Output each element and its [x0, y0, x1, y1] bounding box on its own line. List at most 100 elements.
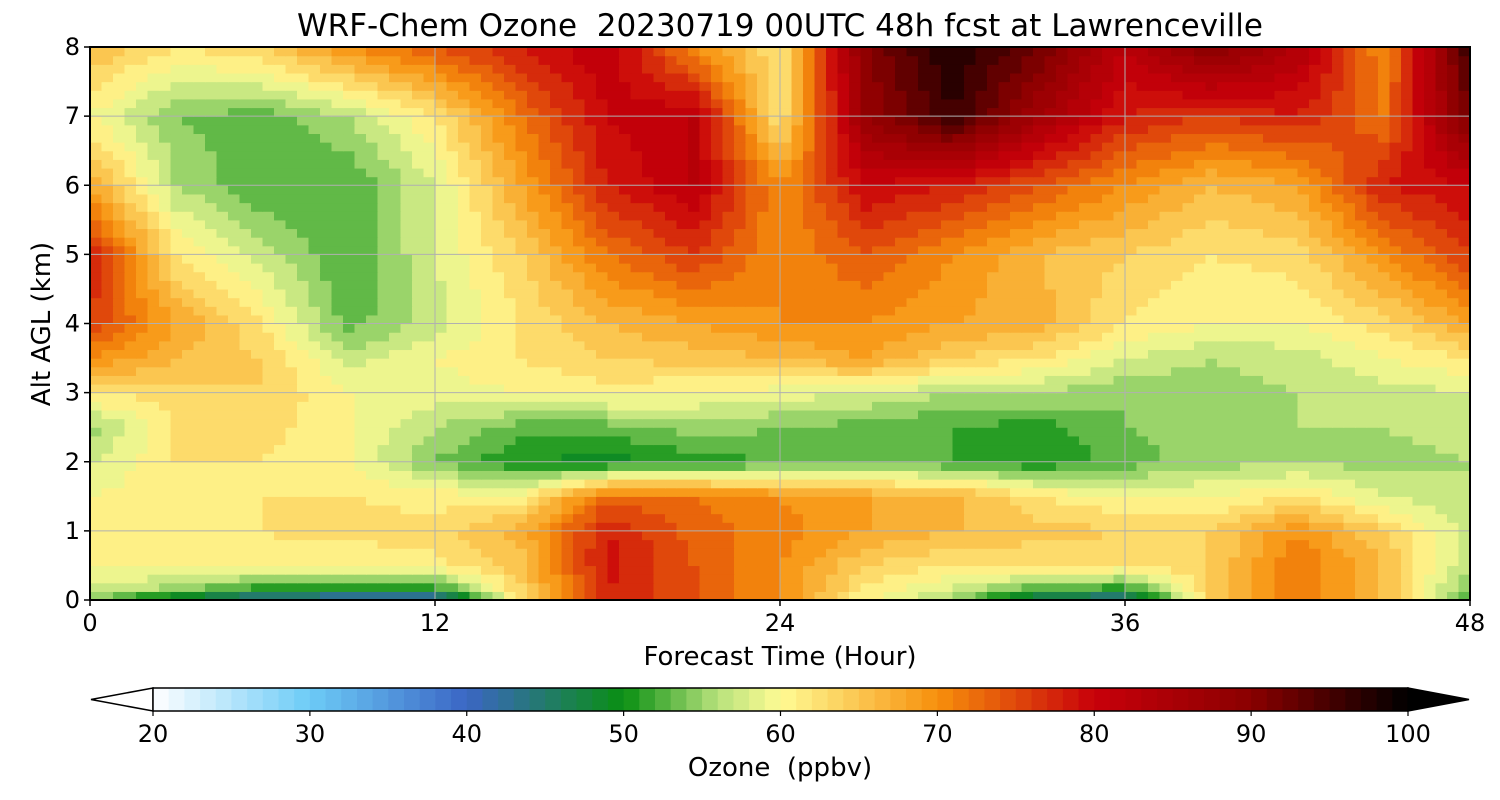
heatmap-cell: [1217, 418, 1230, 428]
heatmap-cell: [630, 504, 643, 515]
heatmap-cell: [228, 401, 241, 411]
heatmap-cell: [791, 522, 804, 532]
heatmap-cell: [895, 504, 908, 515]
heatmap-cell: [1297, 487, 1310, 497]
heatmap-cell: [1412, 280, 1425, 290]
heatmap-cell: [1021, 288, 1034, 299]
heatmap-cell: [814, 288, 827, 299]
heatmap-cell: [1286, 548, 1299, 558]
heatmap-cell: [377, 435, 390, 446]
heatmap-cell: [1125, 591, 1138, 600]
heatmap-cell: [1424, 271, 1437, 281]
heatmap-cell: [1044, 349, 1057, 359]
heatmap-cell: [642, 444, 655, 454]
heatmap-cell: [124, 548, 137, 558]
heatmap-cell: [814, 418, 827, 428]
heatmap-cell: [1389, 332, 1402, 342]
heatmap-cell: [814, 340, 827, 351]
heatmap-cell: [1056, 453, 1069, 463]
heatmap-cell: [343, 383, 356, 394]
heatmap-cell: [90, 383, 103, 394]
heatmap-cell: [573, 427, 586, 437]
heatmap-cell: [1435, 375, 1448, 385]
heatmap-cell: [1021, 375, 1034, 385]
heatmap-cell: [630, 401, 643, 411]
heatmap-cell: [136, 496, 149, 506]
heatmap-cell: [665, 288, 678, 299]
heatmap-cell: [469, 392, 482, 402]
heatmap-cell: [872, 504, 885, 515]
heatmap-cell: [320, 453, 333, 463]
heatmap-cell: [1435, 461, 1448, 471]
heatmap-cell: [308, 435, 321, 446]
heatmap-cell: [1343, 332, 1356, 342]
heatmap-cell: [251, 375, 264, 385]
heatmap-cell: [1240, 418, 1253, 428]
heatmap-cell: [1297, 591, 1310, 600]
heatmap-cell: [1251, 332, 1264, 342]
heatmap-cell: [1343, 340, 1356, 351]
heatmap-cell: [1343, 383, 1356, 394]
heatmap-cell: [918, 245, 931, 255]
heatmap-cell: [642, 591, 655, 600]
heatmap-cell: [251, 349, 264, 359]
heatmap-cell: [1079, 288, 1092, 299]
heatmap-cell: [1010, 280, 1023, 290]
heatmap-cell: [1424, 314, 1437, 325]
heatmap-cell: [308, 245, 321, 255]
heatmap-cell: [1159, 591, 1172, 600]
heatmap-cell: [515, 556, 528, 567]
heatmap-cell: [722, 263, 735, 273]
heatmap-cell: [113, 383, 126, 394]
heatmap-cell: [262, 263, 275, 273]
heatmap-cell: [297, 504, 310, 515]
heatmap-cell: [147, 323, 160, 333]
heatmap-cell: [1297, 245, 1310, 255]
heatmap-cell: [596, 340, 609, 351]
heatmap-cell: [665, 504, 678, 515]
heatmap-cell: [331, 392, 344, 402]
heatmap-cell: [607, 504, 620, 515]
heatmap-cell: [826, 539, 839, 549]
heatmap-cell: [1079, 435, 1092, 446]
heatmap-cell: [1355, 263, 1368, 273]
heatmap-cell: [1079, 565, 1092, 575]
heatmap-cell: [366, 548, 379, 558]
heatmap-cell: [331, 306, 344, 316]
heatmap-cell: [1458, 254, 1470, 264]
heatmap-cell: [642, 496, 655, 506]
heatmap-cell: [619, 332, 632, 342]
heatmap-cell: [826, 237, 839, 247]
heatmap-cell: [239, 271, 252, 281]
heatmap-cell: [527, 280, 540, 290]
heatmap-cell: [906, 582, 919, 592]
heatmap-cell: [1021, 263, 1034, 273]
heatmap-cell: [1297, 539, 1310, 549]
heatmap-cell: [1217, 409, 1230, 420]
heatmap-cell: [1079, 297, 1092, 307]
heatmap-cell: [538, 427, 551, 437]
heatmap-cell: [366, 435, 379, 446]
heatmap-cell: [331, 383, 344, 394]
heatmap-cell: [354, 409, 367, 420]
heatmap-cell: [1010, 349, 1023, 359]
heatmap-cell: [1378, 435, 1391, 446]
heatmap-cell: [987, 487, 1000, 497]
heatmap-cell: [515, 332, 528, 342]
heatmap-cell: [872, 530, 885, 541]
heatmap-cell: [1366, 288, 1379, 299]
heatmap-cell: [239, 487, 252, 497]
heatmap-cell: [653, 297, 666, 307]
heatmap-cell: [1412, 479, 1425, 489]
heatmap-cell: [722, 461, 735, 471]
heatmap-cell: [481, 323, 494, 333]
heatmap-cell: [354, 323, 367, 333]
ozone-heatmap: [90, 47, 1470, 600]
heatmap-cell: [918, 522, 931, 532]
heatmap-cell: [837, 323, 850, 333]
heatmap-cell: [159, 366, 172, 376]
heatmap-cell: [412, 479, 425, 489]
heatmap-cell: [745, 539, 758, 549]
heatmap-cell: [469, 306, 482, 316]
heatmap-cell: [193, 263, 206, 273]
